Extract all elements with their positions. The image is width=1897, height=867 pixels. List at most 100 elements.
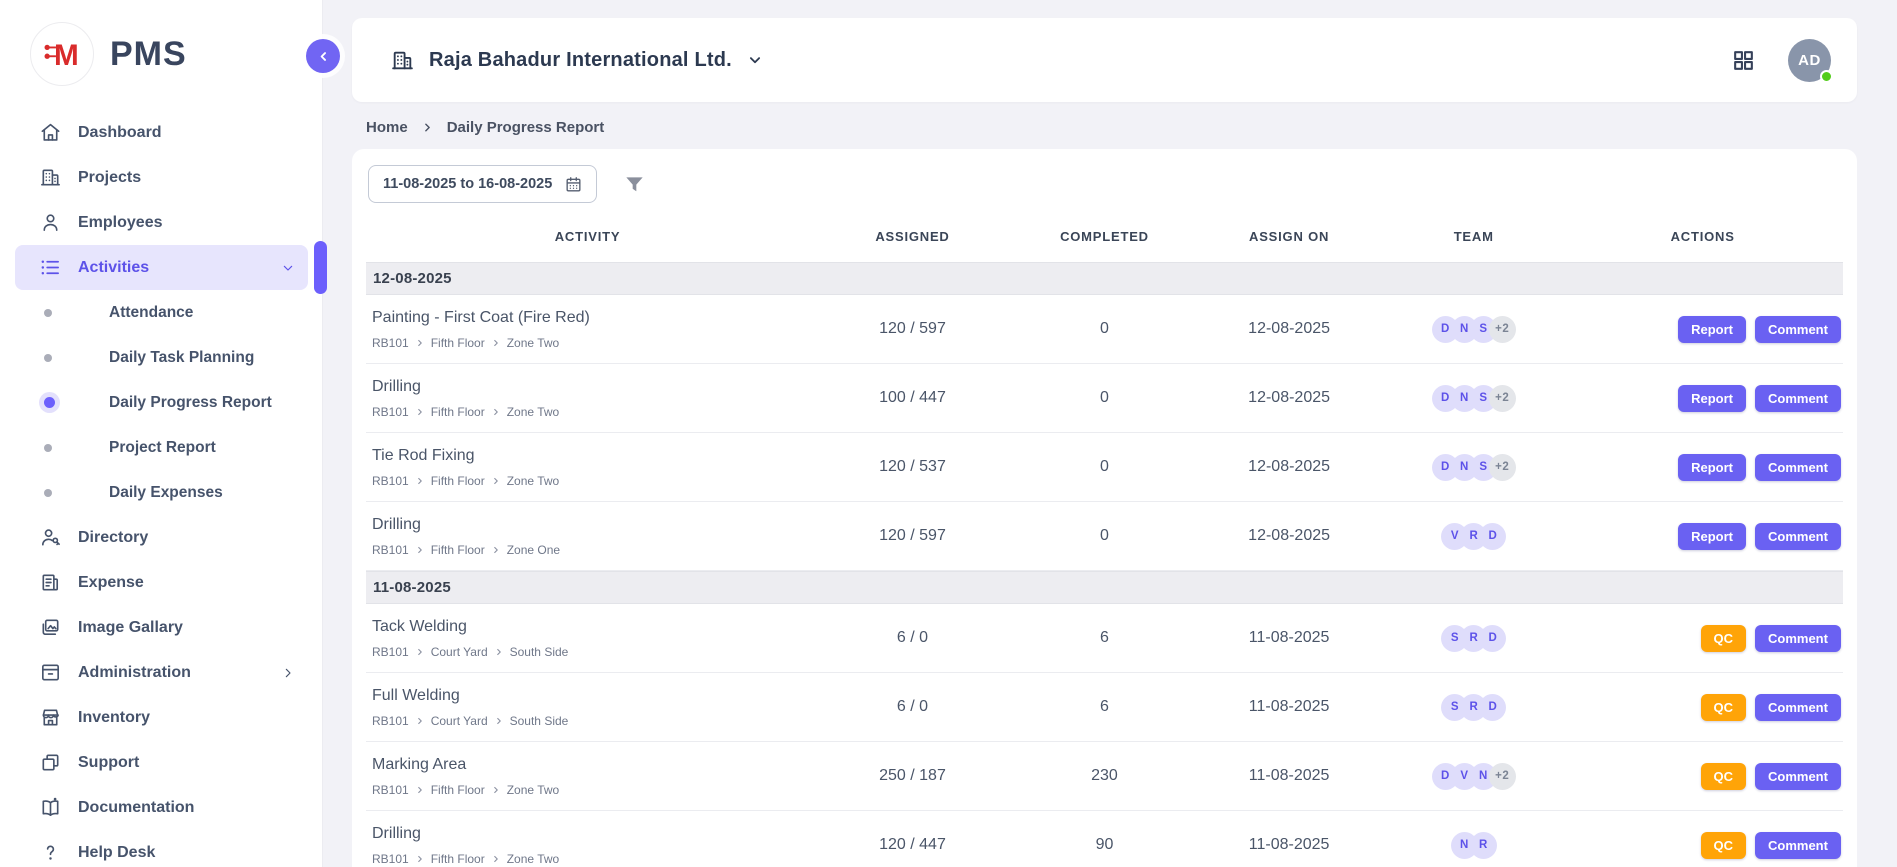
date-range-input[interactable]: 11-08-2025 to 16-08-2025 [368, 165, 598, 203]
company-selector[interactable]: Raja Bahadur International Ltd. [390, 48, 764, 73]
path-segment: Court Yard [430, 713, 488, 728]
team-avatar[interactable]: D [1479, 522, 1507, 550]
path-segment: RB101 [372, 404, 409, 419]
sidebar-subitem-daily-expenses[interactable]: Daily Expenses [0, 470, 322, 515]
activity-title: Tie Rod Fixing [372, 446, 475, 464]
comment-button[interactable]: Comment [1755, 831, 1841, 859]
path-segment: RB101 [372, 644, 409, 659]
sidebar-item-label: Dashboard [78, 123, 162, 141]
column-header-assign-on: ASSIGN ON [1249, 229, 1330, 244]
sidebar-subitem-daily-progress-report[interactable]: Daily Progress Report [0, 380, 322, 425]
sidebar-item-administration[interactable]: Administration [15, 650, 308, 695]
comment-button[interactable]: Comment [1755, 693, 1841, 721]
sidebar-item-employees[interactable]: Employees [15, 200, 308, 245]
sidebar-subitem-daily-task-planning[interactable]: Daily Task Planning [0, 335, 322, 380]
path-chevron-icon [491, 338, 501, 348]
team-avatar[interactable]: R [1469, 831, 1497, 859]
sidebar-subitem-project-report[interactable]: Project Report [0, 425, 322, 470]
activity-cell: Marking Area RB101 Fifth Floor Zone Two [366, 746, 809, 807]
actions-cell: Report Comment [1562, 315, 1843, 343]
content-card: 11-08-2025 to 16-08-2025 ACTIVITY ASSIGNE… [352, 149, 1857, 867]
comment-button[interactable]: Comment [1755, 624, 1841, 652]
sidebar: M PMS Dashboard Projects Employees Activiti… [0, 0, 327, 867]
qc-button[interactable]: QC [1700, 624, 1746, 652]
team-avatar-stack: D N S +2 [1431, 453, 1516, 481]
path-chevron-icon [491, 407, 501, 417]
sidebar-item-expense[interactable]: Expense [15, 560, 308, 605]
team-avatar[interactable]: D [1479, 624, 1507, 652]
chevron-down-icon [280, 260, 296, 276]
sidebar-item-label: Activities [78, 258, 150, 276]
path-segment: Fifth Floor [430, 473, 485, 488]
sidebar-item-help-desk[interactable]: Help Desk [15, 830, 308, 867]
comment-button[interactable]: Comment [1755, 453, 1841, 481]
comment-button[interactable]: Comment [1755, 762, 1841, 790]
column-header-assigned: ASSIGNED [875, 229, 950, 244]
qc-button[interactable]: QC [1700, 693, 1746, 721]
report-button[interactable]: Report [1678, 315, 1746, 343]
sidebar-item-inventory[interactable]: Inventory [15, 695, 308, 740]
comment-button[interactable]: Comment [1755, 384, 1841, 412]
report-button[interactable]: Report [1678, 384, 1746, 412]
assigned-value: 6 / 0 [896, 629, 929, 646]
breadcrumb-current: Daily Progress Report [446, 119, 605, 136]
building-icon [390, 48, 415, 73]
assign-on-value: 11-08-2025 [1248, 629, 1330, 646]
report-button[interactable]: Report [1678, 453, 1746, 481]
sidebar-item-image-gallary[interactable]: Image Gallary [15, 605, 308, 650]
receipt-icon [39, 571, 62, 594]
sidebar-subitem-attendance[interactable]: Attendance [0, 290, 322, 335]
activity-title: Drilling [372, 377, 421, 395]
path-chevron-icon [491, 545, 501, 555]
sidebar-item-support[interactable]: Support [15, 740, 308, 785]
sidebar-item-documentation[interactable]: Documentation [15, 785, 308, 830]
store-icon [39, 706, 62, 729]
filter-funnel-icon[interactable] [623, 173, 646, 196]
table-row: Drilling RB101 Fifth Floor Zone Two 100 / 44… [366, 364, 1843, 433]
team-extra-badge[interactable]: +2 [1488, 384, 1516, 412]
bullet-dot-icon [44, 308, 52, 317]
qc-button[interactable]: QC [1700, 762, 1746, 790]
path-segment: Zone Two [506, 404, 560, 419]
bullet-dot-icon [44, 397, 55, 408]
column-header-team: TEAM [1453, 229, 1494, 244]
date-range-value: 11-08-2025 to 16-08-2025 [383, 176, 553, 192]
path-segment: Fifth Floor [430, 782, 485, 797]
sidebar-item-dashboard[interactable]: Dashboard [15, 110, 308, 155]
sidebar-item-label: Documentation [78, 798, 195, 816]
sidebar-item-activities[interactable]: Activities [15, 241, 327, 294]
sidebar-item-projects[interactable]: Projects [15, 155, 308, 200]
team-avatar-stack: D N S +2 [1431, 384, 1516, 412]
bullet-dot-icon [44, 443, 52, 452]
bullet-dot-icon [44, 353, 52, 362]
comment-button[interactable]: Comment [1755, 315, 1841, 343]
breadcrumb-home[interactable]: Home [366, 119, 408, 136]
completed-value: 0 [1100, 389, 1109, 406]
activity-cell: Full Welding RB101 Court Yard South Side [366, 677, 809, 738]
sidebar-item-label: Image Gallary [78, 618, 183, 636]
comment-button[interactable]: Comment [1755, 522, 1841, 550]
sidebar-collapse-button[interactable] [306, 39, 340, 73]
assigned-value: 120 / 537 [879, 458, 946, 475]
activity-cell: Drilling RB101 Fifth Floor Zone Two [366, 368, 809, 429]
sidebar-item-label: Directory [78, 528, 149, 546]
user-menu[interactable]: AD [1788, 38, 1833, 83]
date-group-label: 11-08-2025 [373, 579, 451, 596]
activity-path: RB101 Fifth Floor Zone Two [372, 405, 799, 419]
online-status-dot [1820, 69, 1833, 83]
user-icon [39, 211, 62, 234]
report-button[interactable]: Report [1678, 522, 1746, 550]
sidebar-item-directory[interactable]: Directory [15, 515, 308, 560]
team-extra-badge[interactable]: +2 [1488, 315, 1516, 343]
path-segment: Zone Two [506, 473, 560, 488]
qc-button[interactable]: QC [1700, 831, 1746, 859]
apps-grid-icon[interactable] [1731, 48, 1756, 73]
activity-cell: Drilling RB101 Fifth Floor Zone One [366, 506, 809, 567]
sidebar-subitem-label: Project Report [109, 438, 216, 456]
team-extra-badge[interactable]: +2 [1488, 453, 1516, 481]
actions-cell: QC Comment [1562, 831, 1843, 859]
team-extra-badge[interactable]: +2 [1488, 762, 1516, 790]
team-avatar[interactable]: D [1479, 693, 1507, 721]
path-segment: RB101 [372, 851, 409, 866]
